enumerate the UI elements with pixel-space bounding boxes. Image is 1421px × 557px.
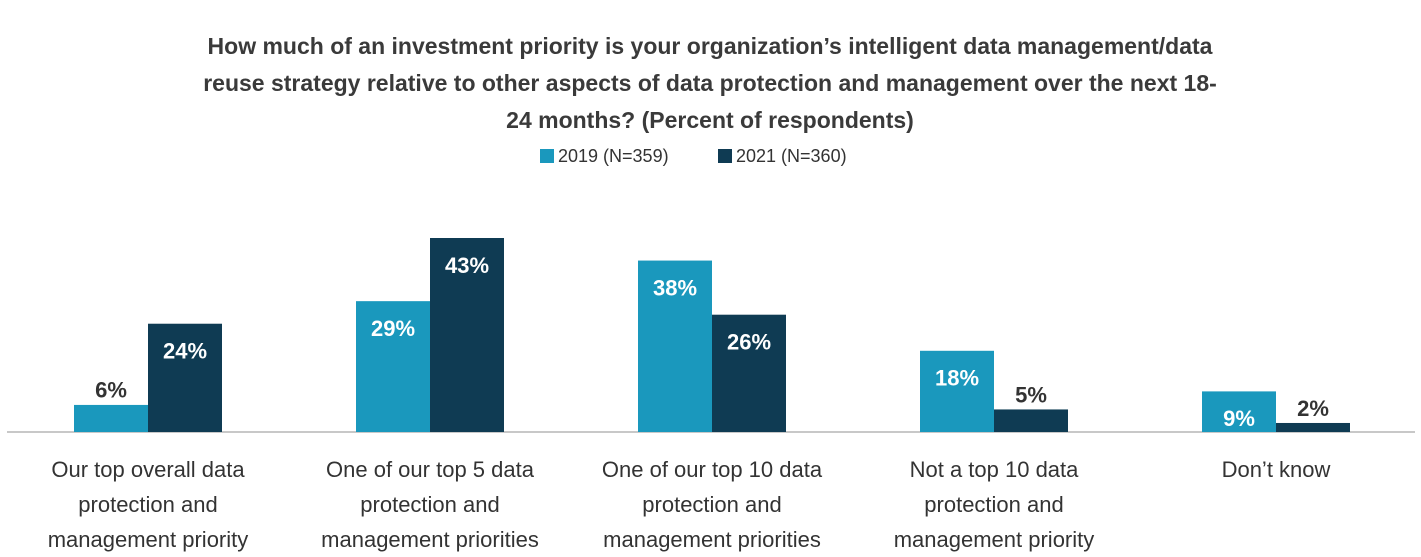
bar	[430, 238, 504, 432]
data-label: 43%	[445, 253, 489, 278]
x-tick-label: One of our top 10 data protection and ma…	[601, 457, 823, 552]
chart-title: How much of an investment priority is yo…	[203, 33, 1217, 133]
data-label: 29%	[371, 316, 415, 341]
bar	[712, 314, 786, 432]
x-tick-label: Our top overall data protection and mana…	[47, 457, 249, 552]
x-tick-label: Not a top 10 data protection and managem…	[893, 457, 1095, 552]
bar	[1202, 391, 1276, 432]
data-label: 5%	[1015, 382, 1047, 407]
bar	[148, 323, 222, 432]
legend-label: 2019 (N=359)	[558, 146, 669, 166]
data-label: 2%	[1297, 396, 1329, 421]
legend-swatch	[540, 149, 554, 163]
bar	[356, 301, 430, 432]
data-label: 9%	[1223, 406, 1255, 431]
bar	[920, 350, 994, 432]
data-label: 24%	[163, 339, 207, 364]
legend-swatch	[718, 149, 732, 163]
legend-label: 2021 (N=360)	[736, 146, 847, 166]
x-tick-label: One of our top 5 data protection and man…	[321, 457, 539, 552]
bar	[74, 404, 148, 432]
bar	[994, 409, 1068, 432]
bar	[638, 260, 712, 432]
data-label: 18%	[935, 366, 979, 391]
x-tick-label: Don’t know	[1221, 457, 1331, 482]
bar	[1276, 422, 1350, 432]
data-label: 6%	[95, 378, 127, 403]
data-label: 26%	[727, 330, 771, 355]
data-label: 38%	[653, 275, 697, 300]
